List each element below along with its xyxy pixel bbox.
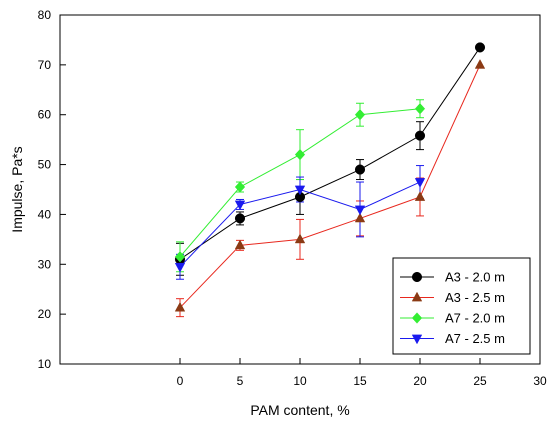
x-axis-title: PAM content, % (250, 402, 349, 418)
y-tick-label: 40 (38, 207, 52, 221)
data-point-a3-2-5-m (354, 212, 366, 223)
data-point-a3-2-5-m (414, 191, 426, 201)
series-line-a3-2-5-m (179, 64, 481, 309)
series-line-a3-2-0-m (179, 47, 481, 260)
x-tick-label: 10 (293, 374, 307, 388)
x-tick-label: 30 (533, 374, 547, 388)
series-markers (174, 42, 486, 312)
data-point-a7-2-0-m (294, 148, 306, 161)
x-axis-ticks: 0 5 10 15 20 25 30 (177, 358, 547, 388)
y-tick-label: 10 (38, 357, 52, 371)
legend-label: A3 - 2.5 m (445, 290, 505, 305)
x-tick-label: 5 (237, 374, 244, 388)
y-tick-label: 50 (38, 158, 52, 172)
x-tick-label: 0 (177, 374, 184, 388)
y-tick-label: 30 (38, 257, 52, 271)
data-point-a3-2-0-m (234, 213, 246, 224)
data-point-a7-2-5-m (234, 200, 246, 211)
data-point-a7-2-5-m (414, 178, 426, 188)
data-point-a7-2-5-m (294, 185, 306, 196)
y-tick-label: 60 (38, 108, 52, 122)
legend-label: A3 - 2.0 m (445, 270, 505, 285)
legend-swatch-marker (411, 271, 423, 283)
data-point-a3-2-5-m (294, 233, 306, 244)
x-tick-label: 20 (413, 374, 427, 388)
y-axis-title: Impulse, Pa*s (9, 146, 25, 232)
legend-swatch-marker (411, 334, 423, 345)
y-tick-label: 80 (38, 8, 52, 22)
data-point-a3-2-0-m (414, 130, 426, 141)
x-tick-label: 25 (473, 374, 487, 388)
data-point-a7-2-0-m (234, 181, 246, 193)
data-point-a3-2-0-m (474, 42, 486, 53)
y-tick-label: 70 (38, 58, 52, 72)
data-point-a3-2-5-m (474, 59, 486, 69)
data-point-a7-2-5-m (174, 262, 186, 273)
data-point-a3-2-5-m (234, 239, 246, 250)
legend: A3 - 2.0 m A3 - 2.5 m A7 - 2.0 m A7 - 2.5 m (392, 257, 531, 355)
legend-label: A7 - 2.5 m (445, 331, 505, 346)
data-point-a7-2-0-m (414, 103, 426, 115)
legend-label: A7 - 2.0 m (445, 311, 505, 326)
legend-swatch-marker (411, 291, 423, 302)
error-bars (176, 99, 424, 318)
data-point-a3-2-0-m (354, 164, 366, 175)
data-point-a7-2-5-m (354, 205, 366, 216)
data-point-a7-2-0-m (354, 109, 366, 121)
y-axis-ticks: 10 20 30 40 50 60 70 80 (38, 8, 66, 371)
y-tick-label: 20 (38, 307, 52, 321)
data-point-a7-2-0-m (174, 251, 186, 263)
data-point-a3-2-5-m (174, 301, 186, 312)
legend-swatch-marker (411, 312, 423, 324)
x-tick-label: 15 (353, 374, 367, 388)
